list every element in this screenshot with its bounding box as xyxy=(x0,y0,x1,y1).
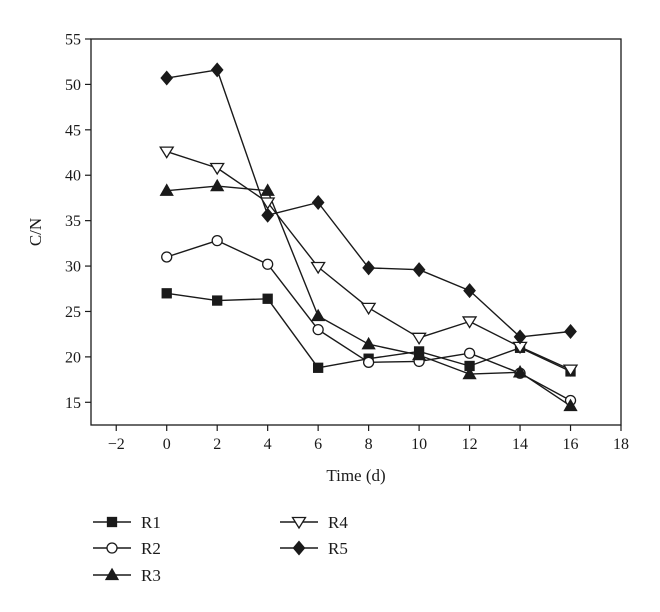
data-point-r4 xyxy=(411,332,427,346)
data-point-r2 xyxy=(362,356,375,368)
x-tick-label: 6 xyxy=(314,436,322,453)
data-point-r5 xyxy=(210,62,224,78)
y-tick-label: 15 xyxy=(65,395,81,412)
data-point-r3 xyxy=(311,308,326,322)
legend-label: R2 xyxy=(141,539,161,558)
x-tick-label: 14 xyxy=(512,436,528,453)
data-point-r5 xyxy=(362,260,375,276)
legend-item-r2: R2 xyxy=(93,539,161,558)
series-points xyxy=(159,62,579,412)
data-point-r3 xyxy=(260,183,275,196)
x-tick-label: 10 xyxy=(411,436,427,453)
x-tick-label: 2 xyxy=(213,436,221,453)
data-point-r2 xyxy=(211,234,223,247)
y-tick-label: 25 xyxy=(65,304,81,321)
legend-label: R3 xyxy=(141,566,161,585)
legend-label: R1 xyxy=(141,513,161,532)
legend-marker-r5 xyxy=(292,540,306,556)
data-point-r3 xyxy=(462,366,477,380)
data-point-r4 xyxy=(461,316,478,329)
x-tick-label: 16 xyxy=(563,436,579,453)
legend: R1 R2 R3 R4 R5 xyxy=(93,513,348,585)
data-point-r1 xyxy=(212,295,223,306)
legend-marker-r3 xyxy=(104,567,120,581)
axis-ticks: −2 0 2 4 6 8 10 12 14 16 18 15 20 25 30 35 40 45 50 55 xyxy=(65,32,629,454)
x-tick-label: 12 xyxy=(462,436,478,453)
legend-item-r1: R1 xyxy=(93,513,161,532)
legend-marker-r1 xyxy=(106,516,118,528)
data-point-r1 xyxy=(262,293,273,304)
x-tick-label: −2 xyxy=(108,436,125,453)
plot-area xyxy=(90,38,622,426)
data-point-r5 xyxy=(513,329,527,345)
data-point-r1 xyxy=(161,288,172,299)
data-point-r4 xyxy=(159,146,175,159)
y-tick-label: 50 xyxy=(65,77,81,94)
data-point-r2 xyxy=(312,323,324,336)
legend-item-r5: R5 xyxy=(280,539,348,558)
data-point-r3 xyxy=(361,336,376,350)
data-point-r3 xyxy=(210,178,225,192)
data-point-r2 xyxy=(161,251,173,263)
legend-label: R5 xyxy=(328,539,348,558)
data-point-r2 xyxy=(262,258,274,270)
legend-label: R4 xyxy=(328,513,348,532)
legend-marker-r2 xyxy=(106,542,118,554)
legend-marker-r4 xyxy=(291,516,307,530)
x-tick-label: 4 xyxy=(264,436,272,453)
x-axis-label: Time (d) xyxy=(326,466,385,485)
data-point-r3 xyxy=(411,347,427,361)
y-tick-label: 45 xyxy=(65,122,81,139)
data-point-r3 xyxy=(159,183,174,196)
data-point-r4 xyxy=(562,364,579,377)
data-point-r4 xyxy=(310,261,326,275)
y-axis-label: C/N xyxy=(26,218,45,246)
x-tick-label: 8 xyxy=(365,436,373,453)
data-point-r4 xyxy=(259,197,276,210)
x-tick-label: 0 xyxy=(163,436,171,453)
y-tick-label: 55 xyxy=(65,32,81,49)
data-point-r2 xyxy=(463,347,476,359)
data-point-r4 xyxy=(360,302,377,316)
data-point-r3 xyxy=(512,365,528,378)
data-point-r5 xyxy=(261,207,275,223)
data-point-r5 xyxy=(463,283,476,299)
y-tick-label: 40 xyxy=(65,168,81,185)
y-tick-label: 35 xyxy=(65,213,81,230)
data-point-r3 xyxy=(563,398,578,412)
legend-item-r3: R3 xyxy=(93,566,161,585)
y-tick-label: 30 xyxy=(65,259,81,276)
data-point-r5 xyxy=(160,70,174,86)
legend-item-r4: R4 xyxy=(280,513,348,532)
data-point-r5 xyxy=(564,323,577,339)
data-point-r5 xyxy=(412,262,426,278)
x-tick-label: 18 xyxy=(613,436,629,453)
data-point-r5 xyxy=(311,194,325,210)
data-point-r4 xyxy=(209,162,225,176)
y-tick-label: 20 xyxy=(65,349,81,366)
data-point-r1 xyxy=(312,362,324,373)
